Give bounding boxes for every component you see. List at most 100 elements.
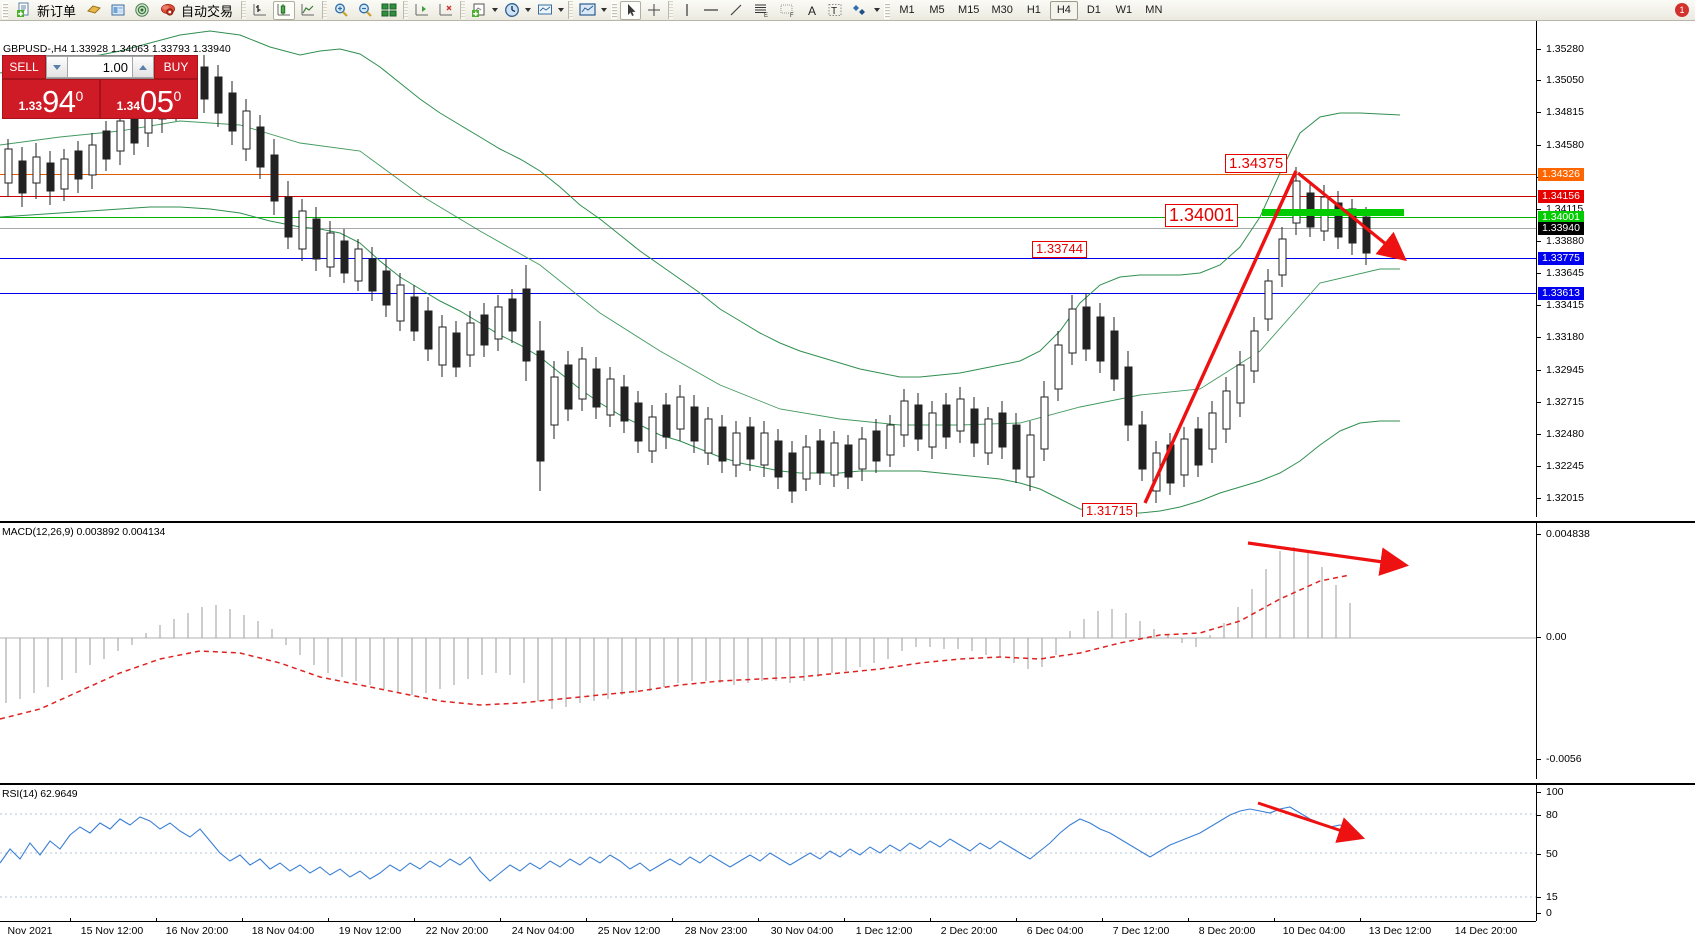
sell-price-fraction: 0 (75, 88, 84, 104)
chevron-down-icon (53, 64, 61, 70)
text-label-button[interactable]: T (824, 1, 846, 20)
buy-price-display[interactable]: 1.34 05 0 (100, 79, 198, 119)
time-separator (586, 918, 587, 922)
new-order-button[interactable]: 新订单 (11, 1, 81, 20)
timeframe-w1[interactable]: W1 (1115, 4, 1133, 16)
tile-windows-icon (381, 3, 397, 17)
buy-button[interactable]: BUY (154, 55, 198, 79)
vertical-line-button[interactable] (676, 1, 697, 20)
macd-tick: 0.004838 (1537, 528, 1590, 540)
autoscroll-button[interactable] (435, 1, 457, 20)
rsi-label: RSI(14) 62.9649 (2, 788, 78, 800)
cursor-button[interactable] (620, 0, 642, 20)
time-label: 6 Dec 04:00 (1026, 925, 1084, 937)
shapes-caret-icon[interactable] (874, 8, 881, 12)
time-separator (500, 918, 501, 922)
macd-axis[interactable]: 0.004838 0.00 -0.0056 (1536, 523, 1695, 779)
horizontal-line-button[interactable] (699, 1, 723, 20)
sell-price-whole: 1.33 (18, 99, 43, 113)
candlestick-chart-button[interactable] (273, 0, 296, 20)
tile-windows-button[interactable] (378, 1, 400, 20)
shapes-button[interactable] (848, 1, 872, 20)
price-tick: 1.33880 (1537, 235, 1584, 247)
timeframe-d1[interactable]: D1 (1086, 4, 1101, 16)
timeframe-m5[interactable]: M5 (929, 4, 945, 16)
signals-button[interactable] (131, 1, 153, 20)
crosshair-button[interactable] (643, 1, 665, 20)
rsi-axis[interactable]: 100 80 50 15 0 (1536, 785, 1695, 921)
text-button[interactable]: A (801, 1, 822, 20)
channel-button[interactable]: F (775, 1, 799, 20)
price-tick: 1.32480 (1537, 428, 1584, 440)
timeframe-m1[interactable]: M1 (899, 4, 915, 16)
timeframe-m30[interactable]: M30 (991, 4, 1013, 16)
indicators-button[interactable] (83, 1, 105, 20)
zoom-out-button[interactable] (354, 1, 376, 20)
one-click-trading-panel[interactable]: SELL 1.00 BUY 1.33 94 0 (2, 55, 198, 119)
trendline-button[interactable] (725, 1, 747, 20)
zoom-in-button[interactable] (330, 1, 352, 20)
macd-pane[interactable]: MACD(12,26,9) 0.003892 0.004134 (0, 521, 1695, 779)
add-indicator-caret-icon[interactable] (492, 8, 499, 12)
price-tick: 1.33415 (1537, 299, 1584, 311)
bollinger-middle-band (0, 120, 1400, 426)
period-icon (505, 3, 519, 17)
candlestick-icon (277, 4, 291, 16)
shift-chart-button[interactable] (411, 1, 433, 20)
timeframe-m15[interactable]: M15 (958, 4, 980, 16)
time-axis[interactable]: Nov 2021 15 Nov 12:00 16 Nov 20:00 18 No… (0, 918, 1536, 941)
price-tick: 1.35050 (1537, 74, 1584, 86)
trendline-icon (730, 4, 742, 16)
sell-price-display[interactable]: 1.33 94 0 (2, 79, 100, 119)
chart-workspace[interactable]: GBPUSD-,H4 1.33928 1.34063 1.33793 1.339… (0, 21, 1695, 942)
templates-button[interactable] (534, 1, 556, 20)
timeframe-h1[interactable]: H1 (1026, 4, 1041, 16)
time-label: 19 Nov 12:00 (338, 925, 402, 937)
price-level-badge-1.34326: 1.34326 (1538, 168, 1584, 181)
fibonacci-button[interactable]: E (749, 1, 773, 20)
oct-controls-row: SELL 1.00 BUY (2, 55, 198, 79)
terminal-button[interactable] (107, 1, 129, 20)
chart-template-caret-icon[interactable] (601, 8, 608, 12)
volume-increase-button[interactable] (132, 56, 154, 78)
crosshair-icon (648, 4, 661, 16)
toolbar-grip-2[interactable] (611, 1, 618, 19)
rsi-pane[interactable]: RSI(14) 62.9649 100 80 50 15 0 (0, 783, 1695, 921)
volume-control[interactable]: 1.00 (46, 55, 154, 79)
toolbar-grip[interactable] (2, 1, 8, 19)
signals-icon (135, 3, 149, 17)
buy-price-pips: 05 (140, 84, 174, 119)
templates2-button[interactable] (576, 1, 599, 20)
period-caret-icon[interactable] (525, 8, 532, 12)
time-separator (156, 918, 157, 922)
period-button[interactable] (501, 1, 523, 20)
templates-caret-icon[interactable] (558, 8, 565, 12)
price-axis[interactable]: 1.35280 1.35050 1.34815 1.34580 1.34345 … (1536, 21, 1695, 517)
price-pane[interactable]: 1.34375 1.34001 1.33744 1.31715 1.35280 … (0, 21, 1695, 517)
toolbar-grip-3[interactable] (884, 1, 891, 19)
price-tick: 1.32245 (1537, 460, 1584, 472)
timeframe-mn[interactable]: MN (1145, 4, 1163, 16)
auto-trading-button[interactable]: 自动交易 (155, 1, 238, 20)
macd-tick: 0.00 (1537, 631, 1566, 643)
notification-badge[interactable]: 1 (1675, 3, 1689, 17)
line-chart-button[interactable] (297, 1, 319, 20)
time-separator (930, 918, 931, 922)
time-label: 10 Dec 04:00 (1282, 925, 1346, 937)
toolbar-separator-4 (460, 1, 466, 19)
candlestick-series (4, 55, 1371, 503)
buy-price-fraction: 0 (173, 88, 182, 104)
add-indicator-button[interactable] (468, 1, 490, 20)
time-separator (1016, 918, 1017, 922)
bar-chart-button[interactable] (249, 1, 271, 20)
price-tick: 1.35280 (1537, 43, 1584, 55)
toolbar-separator-3 (403, 1, 409, 19)
volume-decrease-button[interactable] (46, 56, 68, 78)
main-toolbar: 新订单 (0, 0, 1695, 21)
price-tick: 1.34580 (1537, 139, 1584, 151)
macd-histogram (5, 547, 1351, 709)
timeframe-h4[interactable]: H4 (1049, 0, 1078, 20)
volume-value[interactable]: 1.00 (68, 56, 132, 78)
sell-button[interactable]: SELL (2, 55, 46, 79)
zoom-in-icon (335, 3, 348, 17)
